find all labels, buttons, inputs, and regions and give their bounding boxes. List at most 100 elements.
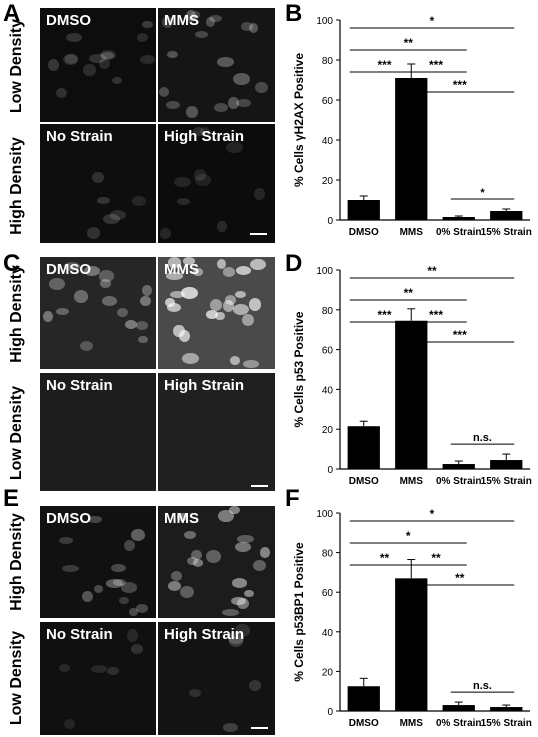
bar <box>395 78 428 220</box>
cell-nucleus <box>124 320 137 330</box>
bar <box>490 460 523 469</box>
cell-nucleus <box>176 513 189 521</box>
y-tick-label: 20 <box>322 425 334 436</box>
cell-nucleus <box>248 680 261 691</box>
cell-nucleus <box>58 663 71 672</box>
tile-label: No Strain <box>46 128 113 145</box>
cell-nucleus <box>187 556 198 565</box>
cell-nucleus <box>83 265 101 276</box>
chart-panel-f: 0 20 40 60 80 100 % Cells p53BP1 Positive DMSO M… <box>292 507 532 729</box>
cell-nucleus <box>177 197 191 205</box>
cell-nucleus <box>222 267 236 277</box>
y-tick-label: 80 <box>322 56 334 67</box>
y-tick-label: 100 <box>316 509 333 520</box>
bar <box>442 217 475 220</box>
cell-nucleus <box>186 10 197 23</box>
y-tick-label: 40 <box>322 136 334 147</box>
tile-label: High Strain <box>164 377 245 394</box>
x-tick-label: 0% Strain <box>436 476 482 487</box>
cell-nucleus <box>189 689 201 698</box>
cell-nucleus <box>56 307 70 315</box>
row-label-high-density: High Density <box>8 265 25 363</box>
cell-nucleus <box>217 220 227 233</box>
cell-nucleus <box>249 298 262 311</box>
cell-nucleus <box>136 33 149 43</box>
significance-label: * <box>430 14 435 28</box>
cell-nucleus <box>183 257 196 265</box>
significance-label: *** <box>377 58 391 72</box>
cell-nucleus <box>217 258 227 269</box>
cell-nucleus <box>208 14 222 23</box>
y-tick-label: 40 <box>322 628 334 639</box>
cell-nucleus <box>254 188 266 200</box>
significance-label: n.s. <box>473 680 492 692</box>
cell-nucleus <box>142 284 153 297</box>
cell-nucleus <box>139 295 151 307</box>
cell-nucleus <box>135 604 148 613</box>
cell-nucleus <box>224 294 236 306</box>
cell-nucleus <box>98 270 115 282</box>
cell-nucleus <box>229 506 240 515</box>
row-label-low-density: Low Density <box>8 630 25 726</box>
bar <box>395 578 428 711</box>
cell-nucleus <box>167 580 181 591</box>
y-tick-label: 100 <box>316 266 333 277</box>
bar <box>442 705 475 711</box>
significance-label: *** <box>453 78 467 92</box>
cell-nucleus <box>205 549 222 563</box>
cell-nucleus <box>87 227 101 240</box>
cell-nucleus <box>243 360 259 369</box>
row-label-low-density: Low Density <box>8 385 25 481</box>
cell-nucleus <box>234 541 252 552</box>
cell-nucleus <box>248 23 259 34</box>
cell-nucleus <box>111 563 127 573</box>
cell-nucleus <box>89 54 106 64</box>
panel-letter-b: B <box>285 0 303 27</box>
significance-label: ** <box>455 571 465 585</box>
cell-nucleus <box>191 549 202 561</box>
micrograph-tile: MMS <box>158 506 275 618</box>
micrograph-tile: No Strain <box>40 124 156 243</box>
cell-nucleus <box>90 665 108 674</box>
significance-label: * <box>406 529 411 543</box>
cell-nucleus <box>193 127 205 137</box>
cell-nucleus <box>138 335 148 344</box>
bar <box>490 707 523 711</box>
cell-nucleus <box>100 49 117 60</box>
cell-nucleus <box>64 262 81 272</box>
y-tick-label: 20 <box>322 176 334 187</box>
cell-nucleus <box>142 20 153 29</box>
y-tick-label: 60 <box>322 588 334 599</box>
cell-nucleus <box>234 290 246 298</box>
bar <box>490 211 523 220</box>
micrograph-tile: High Strain <box>158 373 275 491</box>
micrograph-tile: DMSO <box>40 506 156 618</box>
tile-label: DMSO <box>46 510 91 527</box>
y-axis-label: % Cells p53BP1 Positive <box>292 542 306 682</box>
cell-nucleus <box>252 559 266 571</box>
cell-nucleus <box>81 590 93 602</box>
y-tick-label: 100 <box>316 16 333 27</box>
cell-nucleus <box>158 86 169 97</box>
tile-label: No Strain <box>46 377 113 394</box>
cell-nucleus <box>228 635 244 648</box>
x-tick-label: DMSO <box>349 476 379 487</box>
tile-label: High Strain <box>164 626 245 643</box>
cell-nucleus <box>131 644 143 654</box>
tile-label: High Strain <box>164 128 245 145</box>
significance-label: * <box>480 187 485 199</box>
panel-letter-f: F <box>285 485 300 512</box>
cell-nucleus <box>160 228 171 239</box>
cell-nucleus <box>93 585 104 593</box>
cell-nucleus <box>43 311 54 323</box>
x-tick-label: 0% Strain <box>436 718 482 729</box>
cell-nucleus <box>132 196 146 206</box>
cell-nucleus <box>195 30 209 39</box>
cell-nucleus <box>110 210 127 220</box>
cell-nucleus <box>165 297 175 308</box>
cell-nucleus <box>124 540 135 552</box>
x-tick-label: MMS <box>400 227 424 238</box>
cell-nucleus <box>190 11 201 19</box>
cell-nucleus <box>48 59 60 71</box>
cell-nucleus <box>48 278 66 290</box>
